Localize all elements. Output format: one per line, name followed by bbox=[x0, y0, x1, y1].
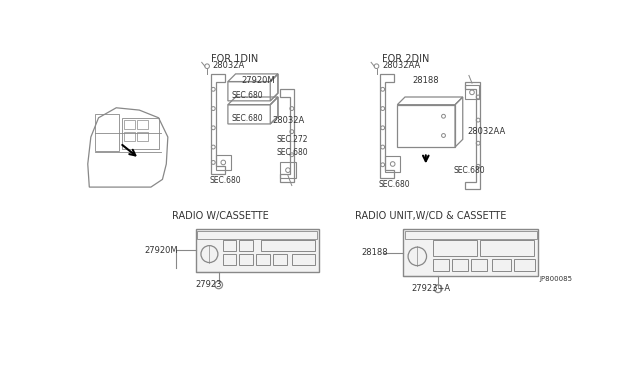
Bar bbox=[239, 254, 253, 265]
Bar bbox=[433, 240, 477, 256]
Bar bbox=[261, 240, 315, 251]
Text: RADIO UNIT,W/CD & CASSETTE: RADIO UNIT,W/CD & CASSETTE bbox=[355, 211, 506, 221]
Text: 28188: 28188 bbox=[361, 248, 388, 257]
Text: RADIO W/CASSETTE: RADIO W/CASSETTE bbox=[172, 211, 269, 221]
Bar bbox=[257, 254, 270, 265]
Text: FOR 1DIN: FOR 1DIN bbox=[211, 54, 258, 64]
Text: 28032AA: 28032AA bbox=[382, 61, 420, 70]
Text: 28188: 28188 bbox=[413, 76, 439, 84]
Text: FOR 2DIN: FOR 2DIN bbox=[382, 54, 429, 64]
Bar bbox=[122, 118, 159, 148]
Bar bbox=[513, 259, 535, 271]
Bar bbox=[405, 231, 537, 239]
Bar bbox=[471, 259, 488, 271]
Text: 28032AA: 28032AA bbox=[467, 127, 506, 136]
Bar bbox=[223, 254, 236, 265]
Bar bbox=[95, 114, 118, 151]
Text: SEC.680: SEC.680 bbox=[209, 176, 241, 185]
Bar bbox=[385, 156, 401, 172]
Text: SEC.272: SEC.272 bbox=[276, 135, 308, 144]
Bar bbox=[124, 120, 135, 129]
Bar bbox=[280, 163, 296, 178]
Text: JP800085: JP800085 bbox=[540, 276, 573, 282]
Text: SEC.680: SEC.680 bbox=[232, 91, 264, 100]
Bar bbox=[492, 259, 511, 271]
Text: SEC.680: SEC.680 bbox=[379, 180, 410, 189]
Bar bbox=[137, 120, 148, 129]
Bar bbox=[124, 132, 135, 141]
Text: 28032A: 28032A bbox=[273, 116, 305, 125]
Text: SEC.680: SEC.680 bbox=[454, 166, 485, 174]
Text: 27923: 27923 bbox=[196, 280, 222, 289]
Bar bbox=[196, 230, 319, 272]
Bar bbox=[433, 259, 449, 271]
Bar bbox=[292, 254, 315, 265]
Bar bbox=[197, 231, 317, 239]
Bar bbox=[481, 240, 534, 256]
Bar bbox=[239, 240, 253, 251]
Bar bbox=[452, 259, 468, 271]
Bar bbox=[137, 132, 148, 141]
Text: SEC.680: SEC.680 bbox=[232, 114, 264, 123]
Bar bbox=[273, 254, 287, 265]
Bar bbox=[403, 230, 538, 276]
Text: SEC.680: SEC.680 bbox=[276, 148, 308, 157]
Text: 27923+A: 27923+A bbox=[411, 284, 451, 293]
Bar bbox=[465, 86, 479, 99]
Text: 27920M: 27920M bbox=[242, 76, 275, 84]
Bar bbox=[216, 155, 231, 170]
Text: 27920M: 27920M bbox=[144, 246, 177, 255]
Text: 28032A: 28032A bbox=[212, 61, 244, 70]
Bar bbox=[223, 240, 236, 251]
